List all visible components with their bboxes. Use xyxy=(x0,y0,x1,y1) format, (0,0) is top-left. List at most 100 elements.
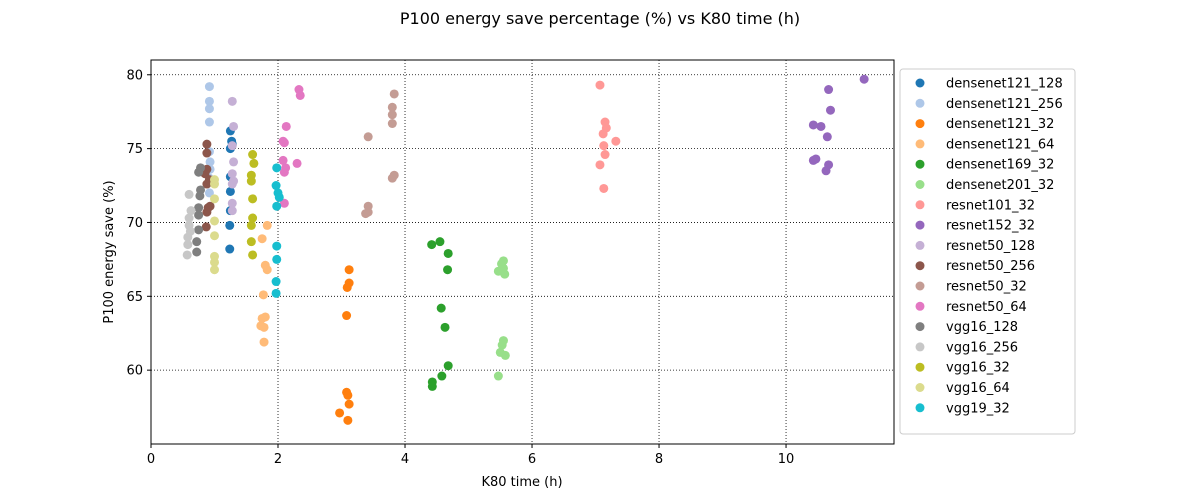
data-point xyxy=(344,399,354,409)
data-point xyxy=(443,265,453,275)
data-point xyxy=(295,90,305,100)
data-point xyxy=(859,74,869,84)
y-tick-label: 75 xyxy=(126,142,143,157)
data-point xyxy=(387,102,397,112)
data-point xyxy=(248,213,258,223)
data-point xyxy=(183,232,193,242)
data-point xyxy=(262,220,272,230)
data-point xyxy=(202,179,212,189)
legend: densenet121_128 densenet121_256 densenet12… xyxy=(899,68,1076,435)
data-point xyxy=(257,313,267,323)
legend-marker xyxy=(915,261,925,271)
data-point xyxy=(204,104,214,114)
data-point xyxy=(227,96,237,106)
legend-label: vgg19_32 xyxy=(946,401,1010,416)
data-point xyxy=(210,194,220,204)
data-point xyxy=(361,209,371,219)
data-point xyxy=(194,203,204,213)
x-tick-label: 8 xyxy=(655,452,663,467)
data-point xyxy=(246,220,256,230)
x-tick-label: 0 xyxy=(147,452,155,467)
data-point xyxy=(248,250,258,260)
data-point xyxy=(808,120,818,130)
data-point xyxy=(183,240,193,250)
legend-label: densenet169_32 xyxy=(946,158,1054,173)
data-point xyxy=(272,201,282,211)
y-tick-label: 80 xyxy=(126,68,143,83)
data-point xyxy=(598,129,608,139)
x-tick-label: 2 xyxy=(274,452,282,467)
legend-box xyxy=(899,68,1076,435)
series-vgg16_32 xyxy=(246,150,259,260)
data-point xyxy=(210,216,220,226)
data-point xyxy=(205,157,215,167)
legend-label: vgg16_32 xyxy=(946,361,1010,376)
data-point xyxy=(387,119,397,129)
data-point xyxy=(210,179,220,189)
data-point xyxy=(204,117,214,127)
data-point xyxy=(227,141,237,151)
data-point xyxy=(271,277,281,287)
data-point xyxy=(248,150,258,160)
legend-label: resnet101_32 xyxy=(946,198,1035,213)
legend-label: vgg16_256 xyxy=(946,340,1018,355)
data-point xyxy=(184,189,194,199)
data-point xyxy=(272,163,282,173)
legend-marker xyxy=(915,322,925,332)
legend-label: densenet121_64 xyxy=(946,137,1054,152)
data-point xyxy=(500,350,510,360)
data-point xyxy=(342,282,352,292)
data-point xyxy=(437,371,447,381)
data-point xyxy=(500,269,510,279)
data-point xyxy=(292,158,302,168)
data-point xyxy=(257,234,267,244)
data-point xyxy=(436,303,446,313)
data-point xyxy=(493,371,503,381)
series-resnet101_32 xyxy=(595,80,621,193)
data-point xyxy=(227,206,237,216)
data-point xyxy=(249,158,259,168)
data-point xyxy=(225,244,235,254)
y-tick-label: 70 xyxy=(126,216,143,231)
data-point xyxy=(279,198,289,208)
data-point xyxy=(271,181,281,191)
data-point xyxy=(335,408,345,418)
data-point xyxy=(227,179,237,189)
legend-marker xyxy=(915,180,925,189)
data-point xyxy=(599,183,609,193)
legend-marker xyxy=(915,281,925,291)
data-point xyxy=(808,155,818,165)
series-resnet152_32 xyxy=(808,74,869,176)
data-point xyxy=(595,80,605,90)
legend-marker xyxy=(915,240,925,250)
data-point xyxy=(822,132,832,142)
series-resnet50_32 xyxy=(361,89,399,219)
data-point xyxy=(595,160,605,170)
legend-marker xyxy=(915,383,925,392)
data-point xyxy=(443,248,453,258)
data-point xyxy=(227,198,237,208)
data-point xyxy=(195,191,205,201)
data-point xyxy=(182,250,192,260)
data-point xyxy=(824,85,834,95)
data-point xyxy=(227,169,237,179)
x-tick-label: 10 xyxy=(778,452,795,467)
series-vgg16_64 xyxy=(210,175,220,275)
data-point xyxy=(210,257,220,267)
data-point xyxy=(246,237,256,247)
data-point xyxy=(202,207,212,217)
legend-label: resnet152_32 xyxy=(946,219,1035,234)
y-axis-label: P100 energy save (%) xyxy=(102,180,117,323)
series-densenet169_32 xyxy=(427,237,453,391)
series-vgg19_32 xyxy=(271,163,284,298)
legend-marker xyxy=(915,159,925,169)
legend-label: densenet201_32 xyxy=(946,178,1054,193)
data-point xyxy=(202,139,212,149)
legend-label: resnet50_256 xyxy=(946,259,1035,274)
data-point xyxy=(363,132,373,142)
data-point xyxy=(201,222,211,232)
legend-marker xyxy=(915,139,925,149)
chart-title: P100 energy save percentage (%) vs K80 t… xyxy=(400,9,800,28)
data-points xyxy=(182,74,869,425)
